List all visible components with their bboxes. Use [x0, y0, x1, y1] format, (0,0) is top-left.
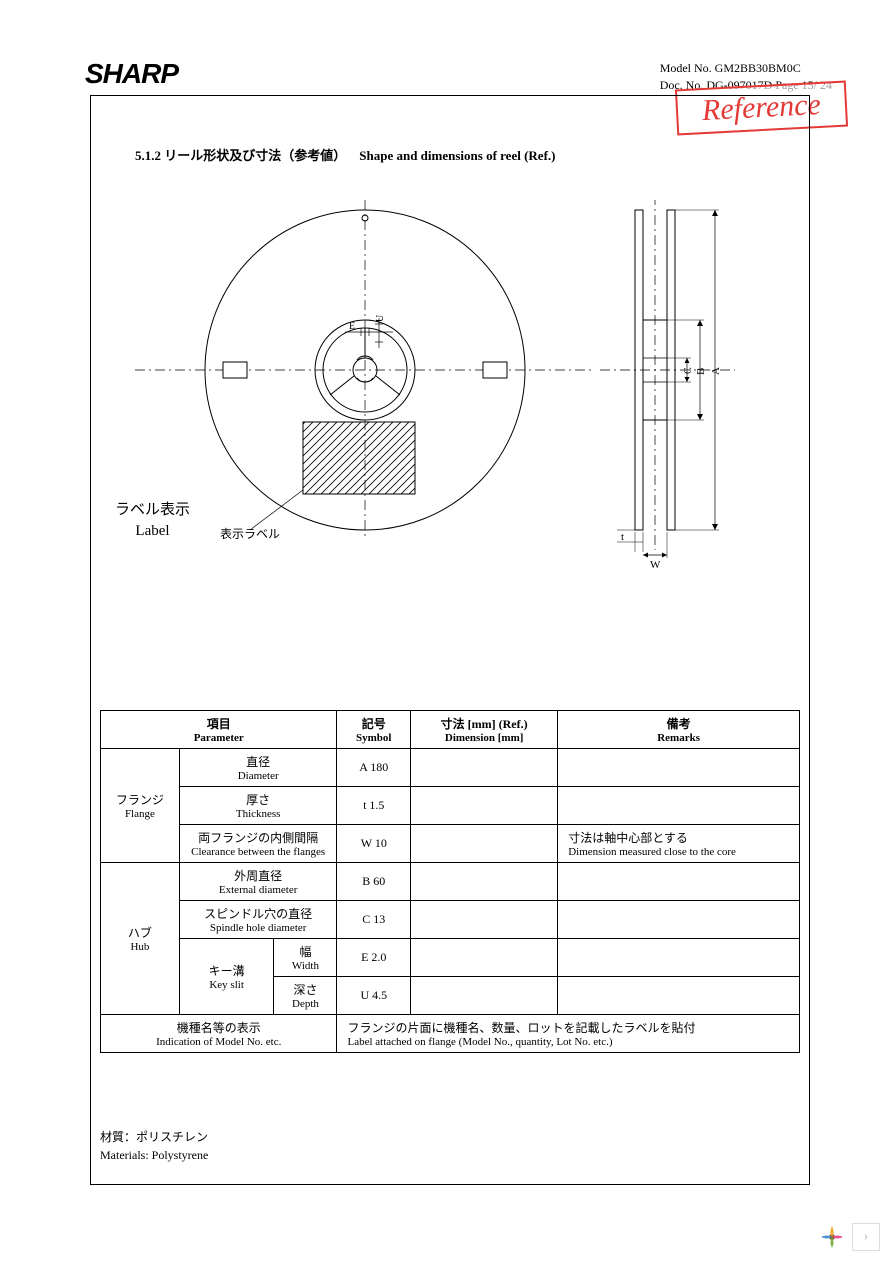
col-symbol: 記号 Symbol — [337, 711, 411, 749]
table-row: スピンドル穴の直径 Spindle hole diameter C 13 — [101, 901, 800, 939]
table-header-row: 項目 Parameter 記号 Symbol 寸法 [mm] (Ref.) Di… — [101, 711, 800, 749]
table-row: ハブ Hub 外周直径 External diameter B 60 — [101, 863, 800, 901]
remarks-cell — [558, 939, 800, 977]
sharp-logo: SHARP — [85, 58, 178, 90]
svg-text:t: t — [621, 531, 624, 543]
desc-cell: フランジの片面に機種名、数量、ロットを記載したラベルを貼付 Label atta… — [337, 1015, 800, 1053]
remarks-cell — [558, 901, 800, 939]
table-footer-row: 機種名等の表示 Indication of Model No. etc. フラン… — [101, 1015, 800, 1053]
table-row: フランジ Flange 直径 Diameter A 180 — [101, 749, 800, 787]
symbol-cell: t 1.5 — [337, 787, 411, 825]
remarks-cell: 寸法は軸中心部とする Dimension measured close to t… — [558, 825, 800, 863]
svg-text:B: B — [695, 368, 707, 375]
param-cell: 幅 Width — [274, 939, 337, 977]
flower-icon — [818, 1223, 846, 1251]
symbol-cell: W 10 — [337, 825, 411, 863]
param-cell: 深さ Depth — [274, 977, 337, 1015]
label-callout-jp: ラベル表示 — [115, 502, 190, 518]
svg-text:E: E — [349, 321, 355, 332]
label-callout: ラベル表示 Label — [115, 500, 190, 542]
dim-cell — [411, 749, 558, 787]
section-title-en: Shape and dimensions of reel (Ref.) — [359, 148, 555, 163]
footer-nav: › — [818, 1223, 880, 1251]
table-row: 両フランジの内側間隔 Clearance between the flanges… — [101, 825, 800, 863]
symbol-cell: E 2.0 — [337, 939, 411, 977]
section-number: 5.1.2 — [135, 148, 161, 163]
dimensions-table: 項目 Parameter 記号 Symbol 寸法 [mm] (Ref.) Di… — [100, 710, 800, 1053]
symbol-cell: C 13 — [337, 901, 411, 939]
materials-jp: 材質：ポリスチレン — [100, 1130, 208, 1144]
materials-en: Materials: Polystyrene — [100, 1148, 208, 1162]
group-hub: ハブ Hub — [101, 863, 180, 1015]
param-cell: 直径 Diameter — [179, 749, 337, 787]
remarks-cell — [558, 863, 800, 901]
col-parameter: 項目 Parameter — [101, 711, 337, 749]
model-no: Model No. GM2BB30BM0C — [660, 60, 832, 77]
col-remarks: 備考 Remarks — [558, 711, 800, 749]
svg-text:C: C — [683, 367, 694, 374]
dim-cell — [411, 787, 558, 825]
col-dimension: 寸法 [mm] (Ref.) Dimension [mm] — [411, 711, 558, 749]
label-callout-en: Label — [135, 523, 169, 539]
next-page-button[interactable]: › — [852, 1223, 880, 1251]
reel-diagram: E U — [135, 200, 755, 610]
subgroup-keyslit: キー溝 Key slit — [179, 939, 274, 1015]
group-flange: フランジ Flange — [101, 749, 180, 863]
param-cell: 両フランジの内側間隔 Clearance between the flanges — [179, 825, 337, 863]
svg-text:U: U — [375, 314, 386, 322]
label-callout-sub: 表示ラベル — [220, 525, 280, 542]
svg-text:W: W — [650, 559, 661, 571]
param-cell: 外周直径 External diameter — [179, 863, 337, 901]
param-cell: スピンドル穴の直径 Spindle hole diameter — [179, 901, 337, 939]
symbol-cell: U 4.5 — [337, 977, 411, 1015]
param-cell: 機種名等の表示 Indication of Model No. etc. — [101, 1015, 337, 1053]
materials-note: 材質：ポリスチレン Materials: Polystyrene — [100, 1128, 208, 1164]
dim-cell — [411, 863, 558, 901]
symbol-cell: A 180 — [337, 749, 411, 787]
page: SHARP Model No. GM2BB30BM0C Doc. No. DG-… — [0, 0, 892, 1263]
table-row: 厚さ Thickness t 1.5 — [101, 787, 800, 825]
param-cell: 厚さ Thickness — [179, 787, 337, 825]
remarks-cell — [558, 977, 800, 1015]
remarks-cell — [558, 787, 800, 825]
dim-cell — [411, 939, 558, 977]
table-row: キー溝 Key slit 幅 Width E 2.0 — [101, 939, 800, 977]
dim-cell — [411, 901, 558, 939]
svg-text:A: A — [710, 367, 722, 375]
dim-cell — [411, 825, 558, 863]
remarks-cell — [558, 749, 800, 787]
symbol-cell: B 60 — [337, 863, 411, 901]
dim-cell — [411, 977, 558, 1015]
section-title-jp: リール形状及び寸法（参考値） — [164, 148, 346, 163]
section-title: 5.1.2 リール形状及び寸法（参考値） Shape and dimension… — [135, 145, 555, 164]
